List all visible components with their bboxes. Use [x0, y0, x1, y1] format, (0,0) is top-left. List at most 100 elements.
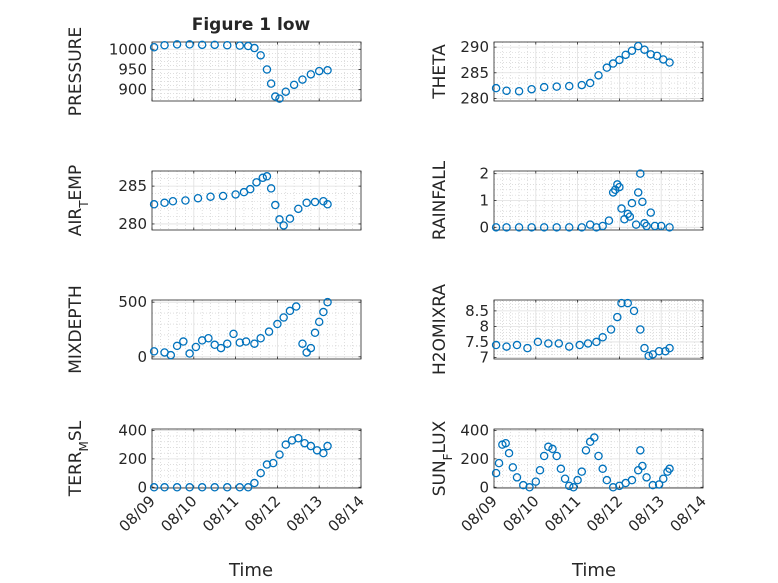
data-point — [627, 46, 637, 55]
data-point — [256, 468, 265, 478]
data-point — [160, 483, 169, 492]
data-point — [235, 483, 245, 492]
data-point — [191, 342, 201, 352]
data-point — [615, 182, 624, 192]
data-point — [262, 460, 272, 469]
data-point — [149, 347, 159, 356]
data-point — [250, 478, 259, 488]
data-point — [185, 40, 194, 49]
data-point — [654, 346, 664, 356]
data-point — [560, 474, 570, 484]
data-point — [623, 209, 633, 219]
data-point — [210, 40, 219, 50]
data-point — [552, 451, 561, 461]
data-point — [631, 220, 641, 229]
data-point — [491, 468, 501, 478]
data-point — [275, 94, 284, 103]
panel-theta: 280 285 290 THETA — [430, 38, 704, 107]
data-point — [569, 483, 578, 492]
data-point — [197, 40, 207, 50]
data-point — [514, 223, 524, 232]
data-point — [665, 58, 674, 67]
data-point — [218, 191, 228, 201]
data-point — [222, 483, 232, 492]
plot-area — [152, 300, 361, 359]
data-point — [160, 40, 169, 50]
data-point — [665, 223, 674, 232]
data-point — [583, 339, 593, 348]
data-point — [185, 483, 194, 492]
data-point — [598, 464, 607, 474]
y-tick-label: 280 — [118, 215, 147, 233]
data-point — [279, 313, 288, 322]
data-point — [262, 172, 272, 181]
data-point — [629, 306, 639, 316]
data-point — [149, 43, 159, 52]
data-point — [245, 184, 255, 194]
data-point — [644, 351, 653, 361]
y-tick-label: 280 — [460, 89, 489, 107]
data-point — [172, 341, 182, 351]
data-point — [294, 204, 303, 214]
data-point — [512, 473, 522, 482]
data-point — [539, 223, 549, 232]
data-point — [636, 446, 645, 455]
y-tick-label: 400 — [460, 421, 489, 439]
data-point — [262, 65, 272, 74]
data-point — [646, 208, 656, 217]
data-point — [564, 223, 574, 232]
y-tick-label: 500 — [118, 293, 147, 311]
y-tick-label: 0 — [479, 478, 489, 496]
data-point — [494, 458, 504, 468]
y-axis-label: H2OMIXRA — [430, 284, 450, 375]
data-point — [633, 41, 643, 51]
data-point — [491, 340, 501, 350]
data-point — [258, 173, 268, 183]
data-point — [314, 66, 324, 76]
data-point — [527, 84, 536, 94]
data-point — [179, 337, 188, 346]
y-axis-label: RAINFALL — [430, 160, 450, 240]
data-point — [268, 458, 278, 468]
panel-air-temp: 280 285 AIRTEMP — [66, 165, 362, 236]
data-point — [256, 51, 265, 60]
data-point — [514, 87, 524, 96]
data-point — [656, 221, 666, 231]
axes-box — [493, 299, 704, 360]
data-point — [577, 467, 587, 476]
y-axis-label: SUNFLUX — [430, 420, 455, 496]
data-point — [285, 214, 295, 223]
data-point — [525, 483, 534, 492]
data-point — [615, 55, 624, 65]
data-point — [640, 219, 649, 228]
data-point — [590, 433, 599, 442]
data-point — [323, 200, 332, 209]
y-tick-label: 400 — [118, 421, 147, 439]
data-point — [617, 298, 626, 308]
data-point — [636, 325, 645, 334]
y-tick-label: 2 — [479, 165, 489, 183]
data-point — [539, 451, 549, 461]
data-point — [638, 197, 647, 207]
data-point — [323, 66, 332, 75]
data-point — [216, 343, 226, 353]
data-point — [548, 444, 557, 454]
axes-box — [151, 299, 362, 360]
data-point — [613, 312, 622, 322]
data-point — [642, 473, 651, 482]
y-tick-label: 8 — [479, 317, 489, 335]
axes-box — [151, 41, 362, 102]
data-point — [266, 79, 276, 88]
plot-area — [152, 171, 361, 230]
data-point — [222, 40, 232, 50]
data-point — [617, 204, 626, 213]
data-point — [168, 197, 178, 206]
data-point — [573, 475, 582, 485]
data-point — [650, 221, 660, 231]
data-point — [323, 297, 332, 307]
data-point — [654, 480, 664, 489]
data-point — [665, 343, 674, 353]
data-point — [252, 178, 261, 187]
data-point — [323, 441, 332, 451]
data-point — [621, 50, 630, 60]
